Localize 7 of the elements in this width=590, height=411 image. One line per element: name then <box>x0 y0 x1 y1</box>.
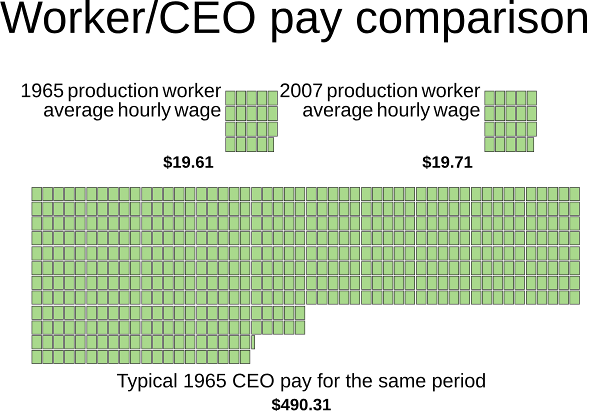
category-label: Typical 1965 CEO pay for the same period <box>117 372 485 392</box>
text: Worker/CEO pay comparison <box>0 0 587 42</box>
category-label: 2007 production worker average hourly wage <box>280 82 480 120</box>
data-label: $19.71 <box>422 155 472 169</box>
data-label: $490.31 <box>272 398 331 411</box>
category-label: 1965 production worker average hourly wage <box>22 82 222 120</box>
data-label: $19.61 <box>163 155 214 169</box>
